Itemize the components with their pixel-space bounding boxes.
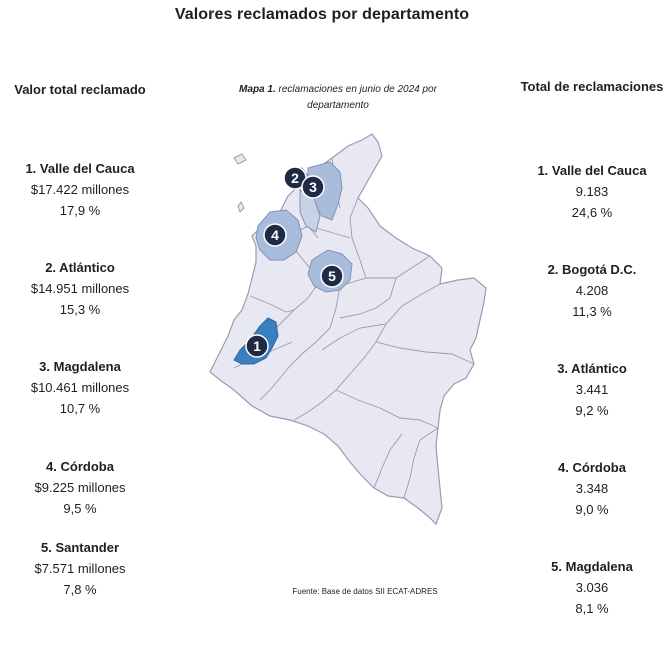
left-item-pct: 17,9 %: [59, 203, 101, 218]
left-item-value: $7.571 millones: [34, 561, 126, 576]
right-item-1: 1. Valle del Cauca 9.183 24,6 %: [512, 160, 671, 223]
left-item-value: $10.461 millones: [30, 380, 130, 395]
left-item-4: 4. Córdoba $9.225 millones 9,5 %: [0, 456, 160, 519]
left-item-1: 1. Valle del Cauca $17.422 millones 17,9…: [0, 158, 160, 221]
right-column-heading: Total de reclamaciones: [520, 79, 664, 94]
map-badge-label: 5: [328, 268, 336, 284]
map-island-providencia: [237, 201, 245, 213]
map-country-outline: [209, 133, 487, 526]
map-badge-label: 2: [291, 170, 299, 186]
map-caption-label: Mapa 1.: [239, 84, 276, 95]
right-item-value: 3.036: [575, 580, 609, 595]
right-item-pct: 9,2 %: [575, 403, 609, 418]
right-item-name: 1. Valle del Cauca: [537, 163, 647, 178]
right-item-3: 3. Atlántico 3.441 9,2 %: [512, 358, 671, 421]
right-item-5: 5. Magdalena 3.036 8,1 %: [512, 556, 671, 619]
left-item-value: $9.225 millones: [34, 480, 126, 495]
right-item-4: 4. Córdoba 3.348 9,0 %: [512, 457, 671, 520]
left-item-pct: 10,7 %: [59, 401, 101, 416]
map-source: Fuente: Base de datos SII ECAT-ADRES: [292, 587, 438, 596]
right-item-pct: 11,3 %: [572, 304, 612, 319]
map-badge-label: 4: [271, 227, 279, 243]
page-title: Valores reclamados por departamento: [174, 6, 470, 23]
left-item-pct: 9,5 %: [63, 501, 97, 516]
map-department-borders: [233, 157, 475, 499]
map-badge-4: 4: [263, 223, 287, 247]
left-item-value: $14.951 millones: [30, 281, 130, 296]
left-column-heading: Valor total reclamado: [14, 82, 146, 97]
map-badge-3: 3: [301, 175, 325, 199]
right-item-name: 2. Bogotá D.C.: [547, 262, 637, 277]
map-caption-text: reclamaciones en junio de 2024 por depar…: [275, 84, 437, 111]
map-island-san-andres: [233, 153, 247, 165]
right-item-value: 4.208: [575, 283, 609, 298]
map-badge-label: 1: [253, 338, 261, 354]
right-item-pct: 8,1 %: [575, 601, 609, 616]
left-item-pct: 15,3 %: [59, 302, 101, 317]
left-item-name: 5. Santander: [40, 540, 120, 555]
left-item-name: 4. Córdoba: [46, 459, 114, 474]
left-item-value: $17.422 millones: [30, 182, 130, 197]
left-item-5: 5. Santander $7.571 millones 7,8 %: [0, 537, 160, 600]
right-item-value: 9.183: [575, 184, 609, 199]
map-badge-5: 5: [320, 264, 344, 288]
left-item-3: 3. Magdalena $10.461 millones 10,7 %: [0, 356, 160, 419]
right-item-name: 3. Atlántico: [557, 361, 627, 376]
left-item-pct: 7,8 %: [63, 582, 97, 597]
map-badge-1: 1: [245, 334, 269, 358]
left-item-name: 1. Valle del Cauca: [25, 161, 135, 176]
right-item-pct: 24,6 %: [571, 205, 613, 220]
left-item-name: 3. Magdalena: [39, 359, 121, 374]
right-item-name: 4. Córdoba: [558, 460, 626, 475]
right-item-value: 3.348: [575, 481, 609, 496]
right-item-value: 3.441: [575, 382, 609, 397]
map-caption: Mapa 1. reclamaciones en junio de 2024 p…: [228, 82, 448, 114]
left-item-2: 2. Atlántico $14.951 millones 15,3 %: [0, 257, 160, 320]
left-item-name: 2. Atlántico: [45, 260, 115, 275]
map-badge-label: 3: [309, 179, 317, 195]
right-item-2: 2. Bogotá D.C. 4.208 11,3 %: [512, 259, 671, 322]
right-item-name: 5. Magdalena: [551, 559, 633, 574]
colombia-map: 1 2 3 4 5: [209, 133, 487, 526]
right-item-pct: 9,0 %: [575, 502, 609, 517]
